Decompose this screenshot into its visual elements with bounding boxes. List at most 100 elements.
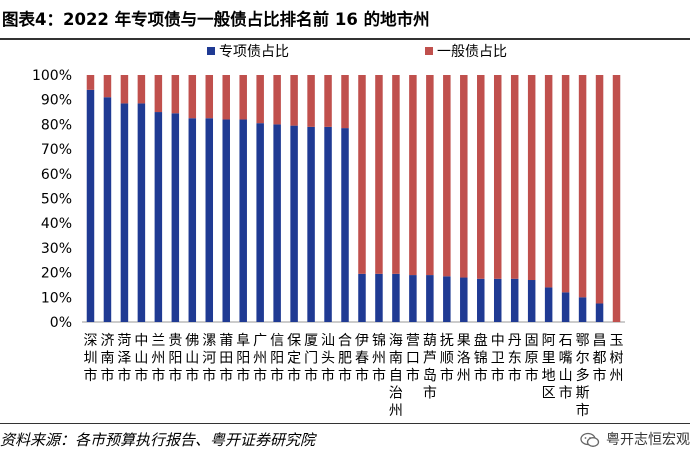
bar-general <box>307 75 315 127</box>
x-tick-label: 中卫市 <box>491 333 505 384</box>
bar-general <box>103 75 112 98</box>
bar-general <box>578 75 587 298</box>
bar-general <box>595 75 604 304</box>
legend-swatch <box>425 47 433 55</box>
bar-special <box>324 126 332 323</box>
x-tick-label: 汕头市 <box>321 333 335 384</box>
x-tick-label: 锦州市 <box>372 332 386 384</box>
x-tick-label: 广州市 <box>253 333 267 384</box>
bar-special <box>358 273 366 322</box>
bar-special <box>86 89 95 322</box>
x-tick-label: 漯河市 <box>202 333 216 384</box>
bar-special <box>120 103 129 322</box>
bar-general <box>477 75 485 279</box>
bar-general <box>86 75 95 90</box>
x-tick-label: 伊春市 <box>355 333 369 384</box>
bar-special <box>493 278 502 322</box>
bar-general <box>222 75 230 120</box>
y-tick-label: 40% <box>41 216 72 232</box>
legend-label: 专项债占比 <box>219 44 289 60</box>
bar-general <box>137 75 146 104</box>
bar-special <box>205 118 214 322</box>
y-tick-label: 70% <box>41 142 72 158</box>
bar-general <box>460 75 468 278</box>
bar-special <box>154 112 163 322</box>
x-tick-label: 海南自治州 <box>389 333 403 419</box>
bar-special <box>188 118 197 322</box>
bar-general <box>171 75 180 114</box>
bar-general <box>341 75 349 129</box>
y-tick-label: 50% <box>41 192 72 208</box>
bar-special <box>409 275 417 322</box>
bar-special <box>273 124 281 323</box>
bar-general <box>375 75 383 274</box>
x-tick-label: 营口市 <box>406 333 420 384</box>
bar-general <box>409 75 417 276</box>
bar-special <box>239 119 247 323</box>
x-tick-label: 阜阳市 <box>236 332 250 384</box>
x-tick-label: 深圳市 <box>83 333 97 384</box>
x-tick-label: 莆田市 <box>219 333 233 384</box>
bar-special <box>443 276 451 322</box>
x-tick-label: 玉树州 <box>610 333 624 384</box>
source-note: 资料来源：各市预算执行报告、粤开证券研究院 <box>0 431 316 449</box>
legend-swatch <box>207 47 215 55</box>
bar-special <box>578 297 587 322</box>
bar-general <box>443 75 451 277</box>
bar-special <box>307 126 315 323</box>
x-tick-label: 阿里地区 <box>542 333 556 402</box>
bar-general <box>544 75 553 288</box>
bar-general <box>358 75 366 274</box>
bar-general <box>188 75 197 119</box>
bar-special <box>103 97 112 322</box>
y-tick-label: 0% <box>50 315 72 331</box>
bar-special <box>290 125 298 322</box>
bar-special <box>460 277 468 322</box>
x-tick-label: 葫芦岛市 <box>423 333 437 402</box>
y-tick-label: 20% <box>41 266 72 282</box>
y-tick-label: 10% <box>41 290 72 306</box>
bar-general <box>493 75 502 279</box>
y-tick-label: 80% <box>41 117 72 133</box>
bar-special <box>256 123 264 322</box>
watermark: 粤开志恒宏观 <box>580 428 690 452</box>
bar-general <box>256 75 264 124</box>
x-tick-label: 厦门市 <box>304 333 318 384</box>
bar-special <box>222 119 230 323</box>
bar-general <box>561 75 570 293</box>
x-tick-label: 兰州市 <box>151 333 165 384</box>
bar-special <box>392 273 400 322</box>
y-tick-label: 100% <box>32 68 72 84</box>
bar-special <box>561 292 570 322</box>
legend-label: 一般债占比 <box>437 44 507 60</box>
bar-special <box>510 278 519 322</box>
bar-general <box>239 75 247 120</box>
x-tick-label: 信阳市 <box>270 333 284 384</box>
y-tick-label: 90% <box>41 93 72 109</box>
x-tick-label: 保定市 <box>287 333 301 384</box>
y-tick-label: 60% <box>41 167 72 183</box>
watermark-text: 粤开志恒宏观 <box>606 432 690 448</box>
x-tick-label: 济南市 <box>100 333 114 384</box>
x-tick-label: 鄂尔多斯市 <box>576 333 590 419</box>
x-tick-label: 石嘴山市 <box>559 333 573 402</box>
x-tick-label: 果洛州 <box>457 333 471 384</box>
footer-divider <box>0 423 690 424</box>
bar-general <box>205 75 214 119</box>
bar-special <box>171 113 180 322</box>
wechat-icon <box>580 432 600 448</box>
bar-special <box>527 280 536 322</box>
stacked-bar-chart: 0% 10% 20% 30% 40% 50% 60% 70% 80% 90% 100% 专项债占比 一… <box>32 44 625 419</box>
bar-special <box>375 273 383 322</box>
bar-general <box>426 75 434 276</box>
bar-general <box>273 75 281 125</box>
x-tick-label: 丹东市 <box>508 333 522 384</box>
chart-title: 图表4：2022 年专项债与一般债占比排名前 16 的地市州 <box>2 10 430 29</box>
bar-general <box>324 75 332 127</box>
x-tick-label: 合肥市 <box>338 333 352 384</box>
x-tick-label: 佛山市 <box>185 333 199 384</box>
bar-special <box>595 303 604 322</box>
x-tick-label: 固原市 <box>525 333 539 384</box>
x-tick-label: 昌都市 <box>593 333 607 384</box>
x-tick-label: 贵阳市 <box>168 333 182 384</box>
